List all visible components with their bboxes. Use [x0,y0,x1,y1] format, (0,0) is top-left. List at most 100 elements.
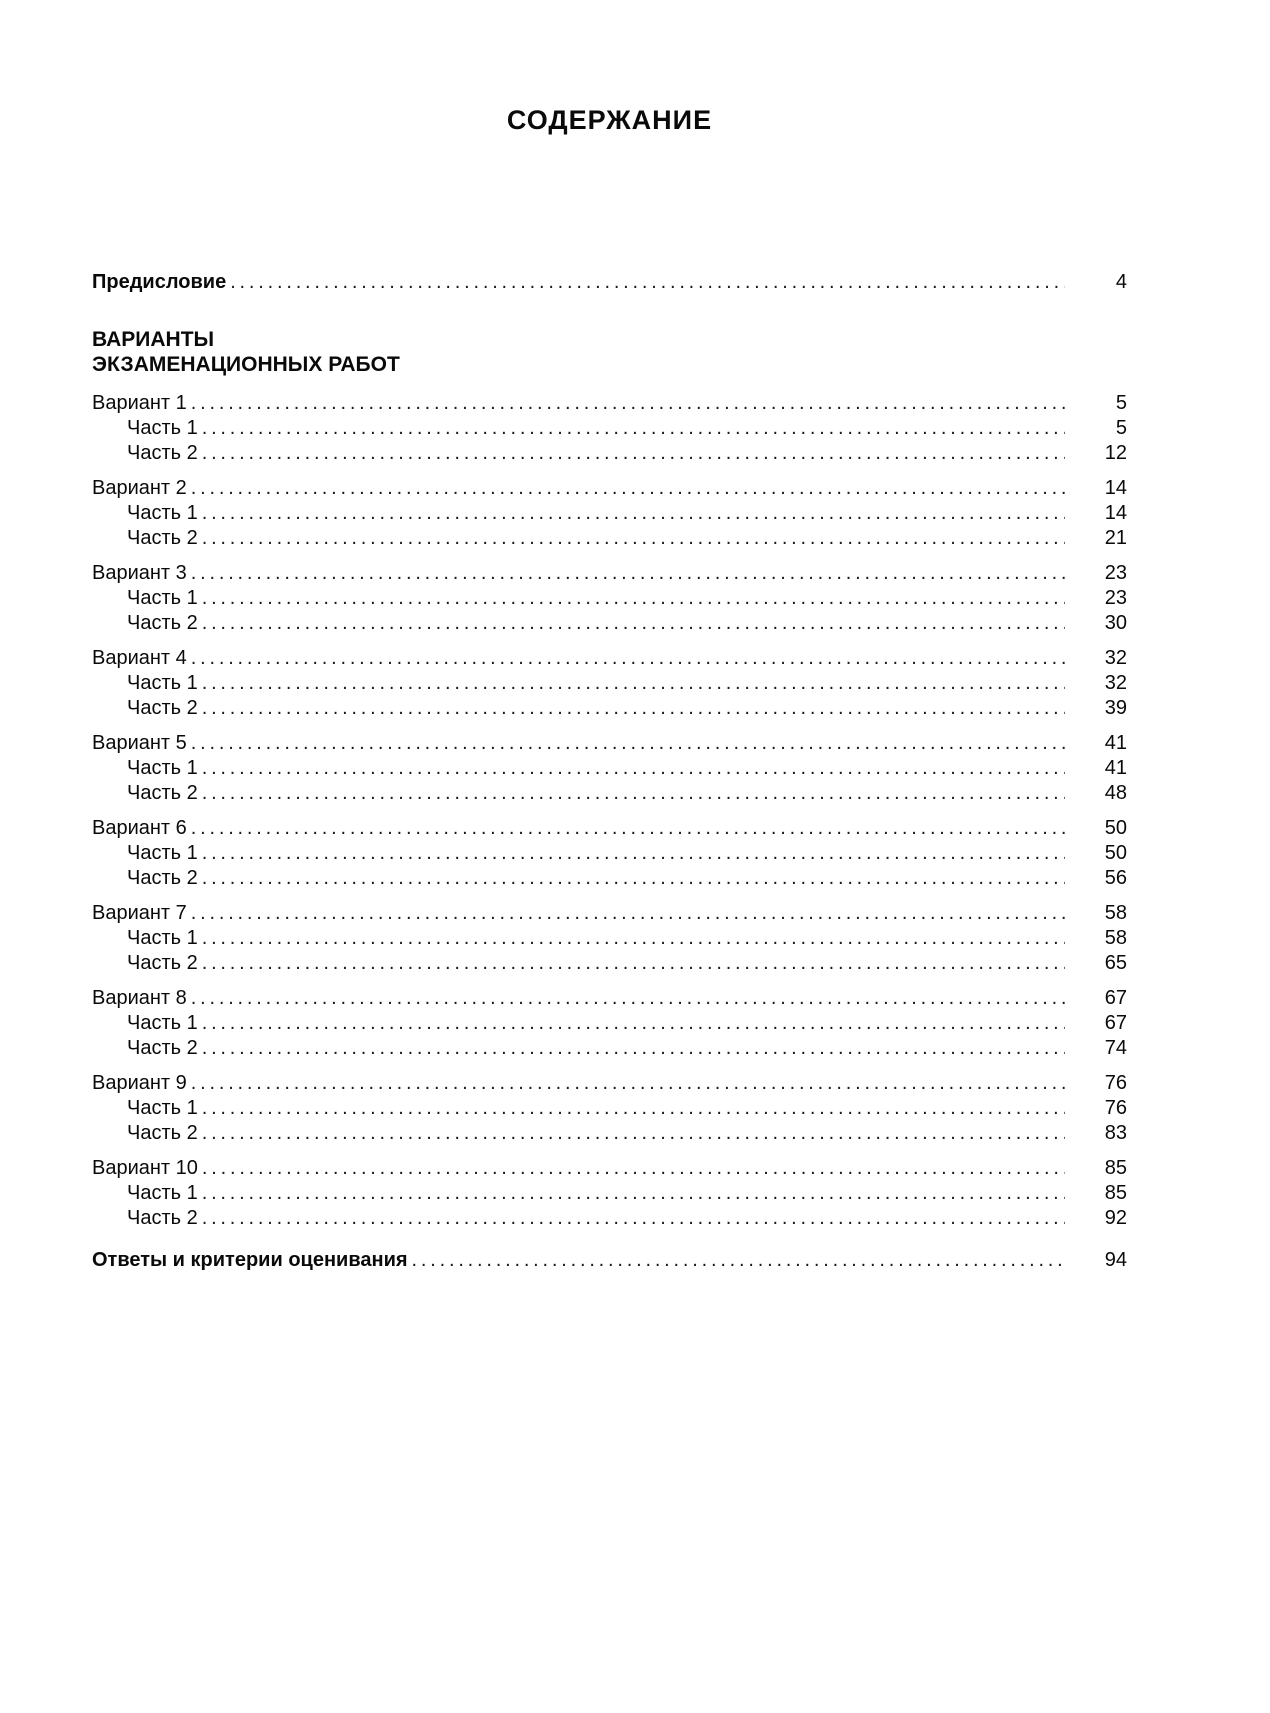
dot-leader [198,951,1065,976]
variant-block: Вариант 9 76 Часть 1 76 Часть 2 83 [92,1071,1127,1146]
part-entry: Часть 1 50 [92,841,1127,866]
variant-entry: Вариант 3 23 [92,561,1127,586]
part-entry-label: Часть 1 [127,1182,198,1204]
page-number: 65 [1104,952,1127,974]
page-number: 23 [1104,562,1127,584]
dot-leader [198,1206,1065,1231]
page-number: 74 [1104,1037,1127,1059]
variant-block: Вариант 3 23 Часть 1 23 Часть 2 30 [92,561,1127,636]
dot-leader [187,476,1065,501]
variant-entry-label: Вариант 8 [92,987,187,1009]
page-number: 4 [1115,271,1127,293]
part-entry: Часть 1 14 [92,501,1127,526]
dot-leader [198,926,1065,951]
dot-leader [198,526,1065,551]
page-number: 76 [1104,1072,1127,1094]
dot-leader [198,1121,1065,1146]
page-number: 39 [1104,697,1127,719]
variant-entry-label: Вариант 10 [92,1157,198,1179]
part-entry: Часть 2 30 [92,611,1127,636]
part-entry-label: Часть 2 [127,527,198,549]
page-number: 23 [1104,587,1127,609]
variant-entry-label: Вариант 2 [92,477,187,499]
toc-content: СОДЕРЖАНИЕ Предисловие 4 ВАРИАНТЫ ЭКЗАМЕ… [0,100,1270,1273]
dot-leader [198,756,1065,781]
part-entry-label: Часть 2 [127,867,198,889]
page-number: 5 [1115,392,1127,414]
page-title: СОДЕРЖАНИЕ [506,105,713,135]
variant-entry: Вариант 1 5 [92,391,1127,416]
toc-entry-answers: Ответы и критерии оценивания 94 [92,1248,1127,1273]
page-number: 14 [1104,477,1127,499]
dot-leader [198,501,1065,526]
dot-leader [187,901,1065,926]
part-entry-label: Часть 1 [127,927,198,949]
part-entry: Часть 1 76 [92,1096,1127,1121]
toc-entry-preface: Предисловие 4 [92,270,1127,295]
part-entry-label: Часть 1 [127,757,198,779]
part-entry-label: Часть 1 [127,842,198,864]
preface-label: Предисловие [92,271,227,293]
part-entry-label: Часть 2 [127,952,198,974]
dot-leader [187,391,1065,416]
variant-entry-label: Вариант 1 [92,392,187,414]
variant-block: Вариант 6 50 Часть 1 50 Часть 2 56 [92,816,1127,891]
dot-leader [226,270,1065,295]
variant-entry-label: Вариант 9 [92,1072,187,1094]
page-number: 67 [1104,987,1127,1009]
variant-block: Вариант 4 32 Часть 1 32 Часть 2 39 [92,646,1127,721]
variant-entry: Вариант 4 32 [92,646,1127,671]
variant-entry: Вариант 5 41 [92,731,1127,756]
part-entry-label: Часть 2 [127,1207,198,1229]
part-entry-label: Часть 1 [127,417,198,439]
part-entry: Часть 1 23 [92,586,1127,611]
part-entry-label: Часть 2 [127,782,198,804]
variant-entry: Вариант 2 14 [92,476,1127,501]
part-entry: Часть 2 39 [92,696,1127,721]
part-entry: Часть 1 32 [92,671,1127,696]
variant-block: Вариант 2 14 Часть 1 14 Часть 2 21 [92,476,1127,551]
part-entry-label: Часть 2 [127,442,198,464]
page-number: 21 [1104,527,1127,549]
page-number: 30 [1104,612,1127,634]
dot-leader [198,416,1065,441]
variant-entry-label: Вариант 6 [92,817,187,839]
part-entry: Часть 1 67 [92,1011,1127,1036]
section-heading: ВАРИАНТЫ ЭКЗАМЕНАЦИОННЫХ РАБОТ [92,327,1127,377]
part-entry-label: Часть 2 [127,612,198,634]
page-number: 14 [1104,502,1127,524]
variant-block: Вариант 7 58 Часть 1 58 Часть 2 65 [92,901,1127,976]
variant-entry-label: Вариант 7 [92,902,187,924]
part-entry: Часть 2 48 [92,781,1127,806]
dot-leader [198,841,1065,866]
page-number: 41 [1104,732,1127,754]
part-entry-label: Часть 1 [127,502,198,524]
page-number: 76 [1104,1097,1127,1119]
dot-leader [198,586,1065,611]
dot-leader [198,671,1065,696]
part-entry-label: Часть 1 [127,672,198,694]
dot-leader [198,1011,1065,1036]
variant-block: Вариант 10 85 Часть 1 85 Часть 2 92 [92,1156,1127,1231]
dot-leader [408,1248,1065,1273]
part-entry: Часть 2 12 [92,441,1127,466]
variant-entry: Вариант 6 50 [92,816,1127,841]
part-entry-label: Часть 2 [127,1122,198,1144]
dot-leader [198,1036,1065,1061]
dot-leader [198,1181,1065,1206]
part-entry: Часть 2 83 [92,1121,1127,1146]
part-entry: Часть 1 85 [92,1181,1127,1206]
part-entry: Часть 1 58 [92,926,1127,951]
page-number: 32 [1104,647,1127,669]
part-entry: Часть 2 74 [92,1036,1127,1061]
page-number: 85 [1104,1157,1127,1179]
dot-leader [198,611,1065,636]
page-number: 41 [1104,757,1127,779]
dot-leader [187,816,1065,841]
dot-leader [198,441,1065,466]
part-entry-label: Часть 1 [127,1012,198,1034]
variant-entry-label: Вариант 5 [92,732,187,754]
variant-entry: Вариант 7 58 [92,901,1127,926]
dot-leader [187,986,1065,1011]
